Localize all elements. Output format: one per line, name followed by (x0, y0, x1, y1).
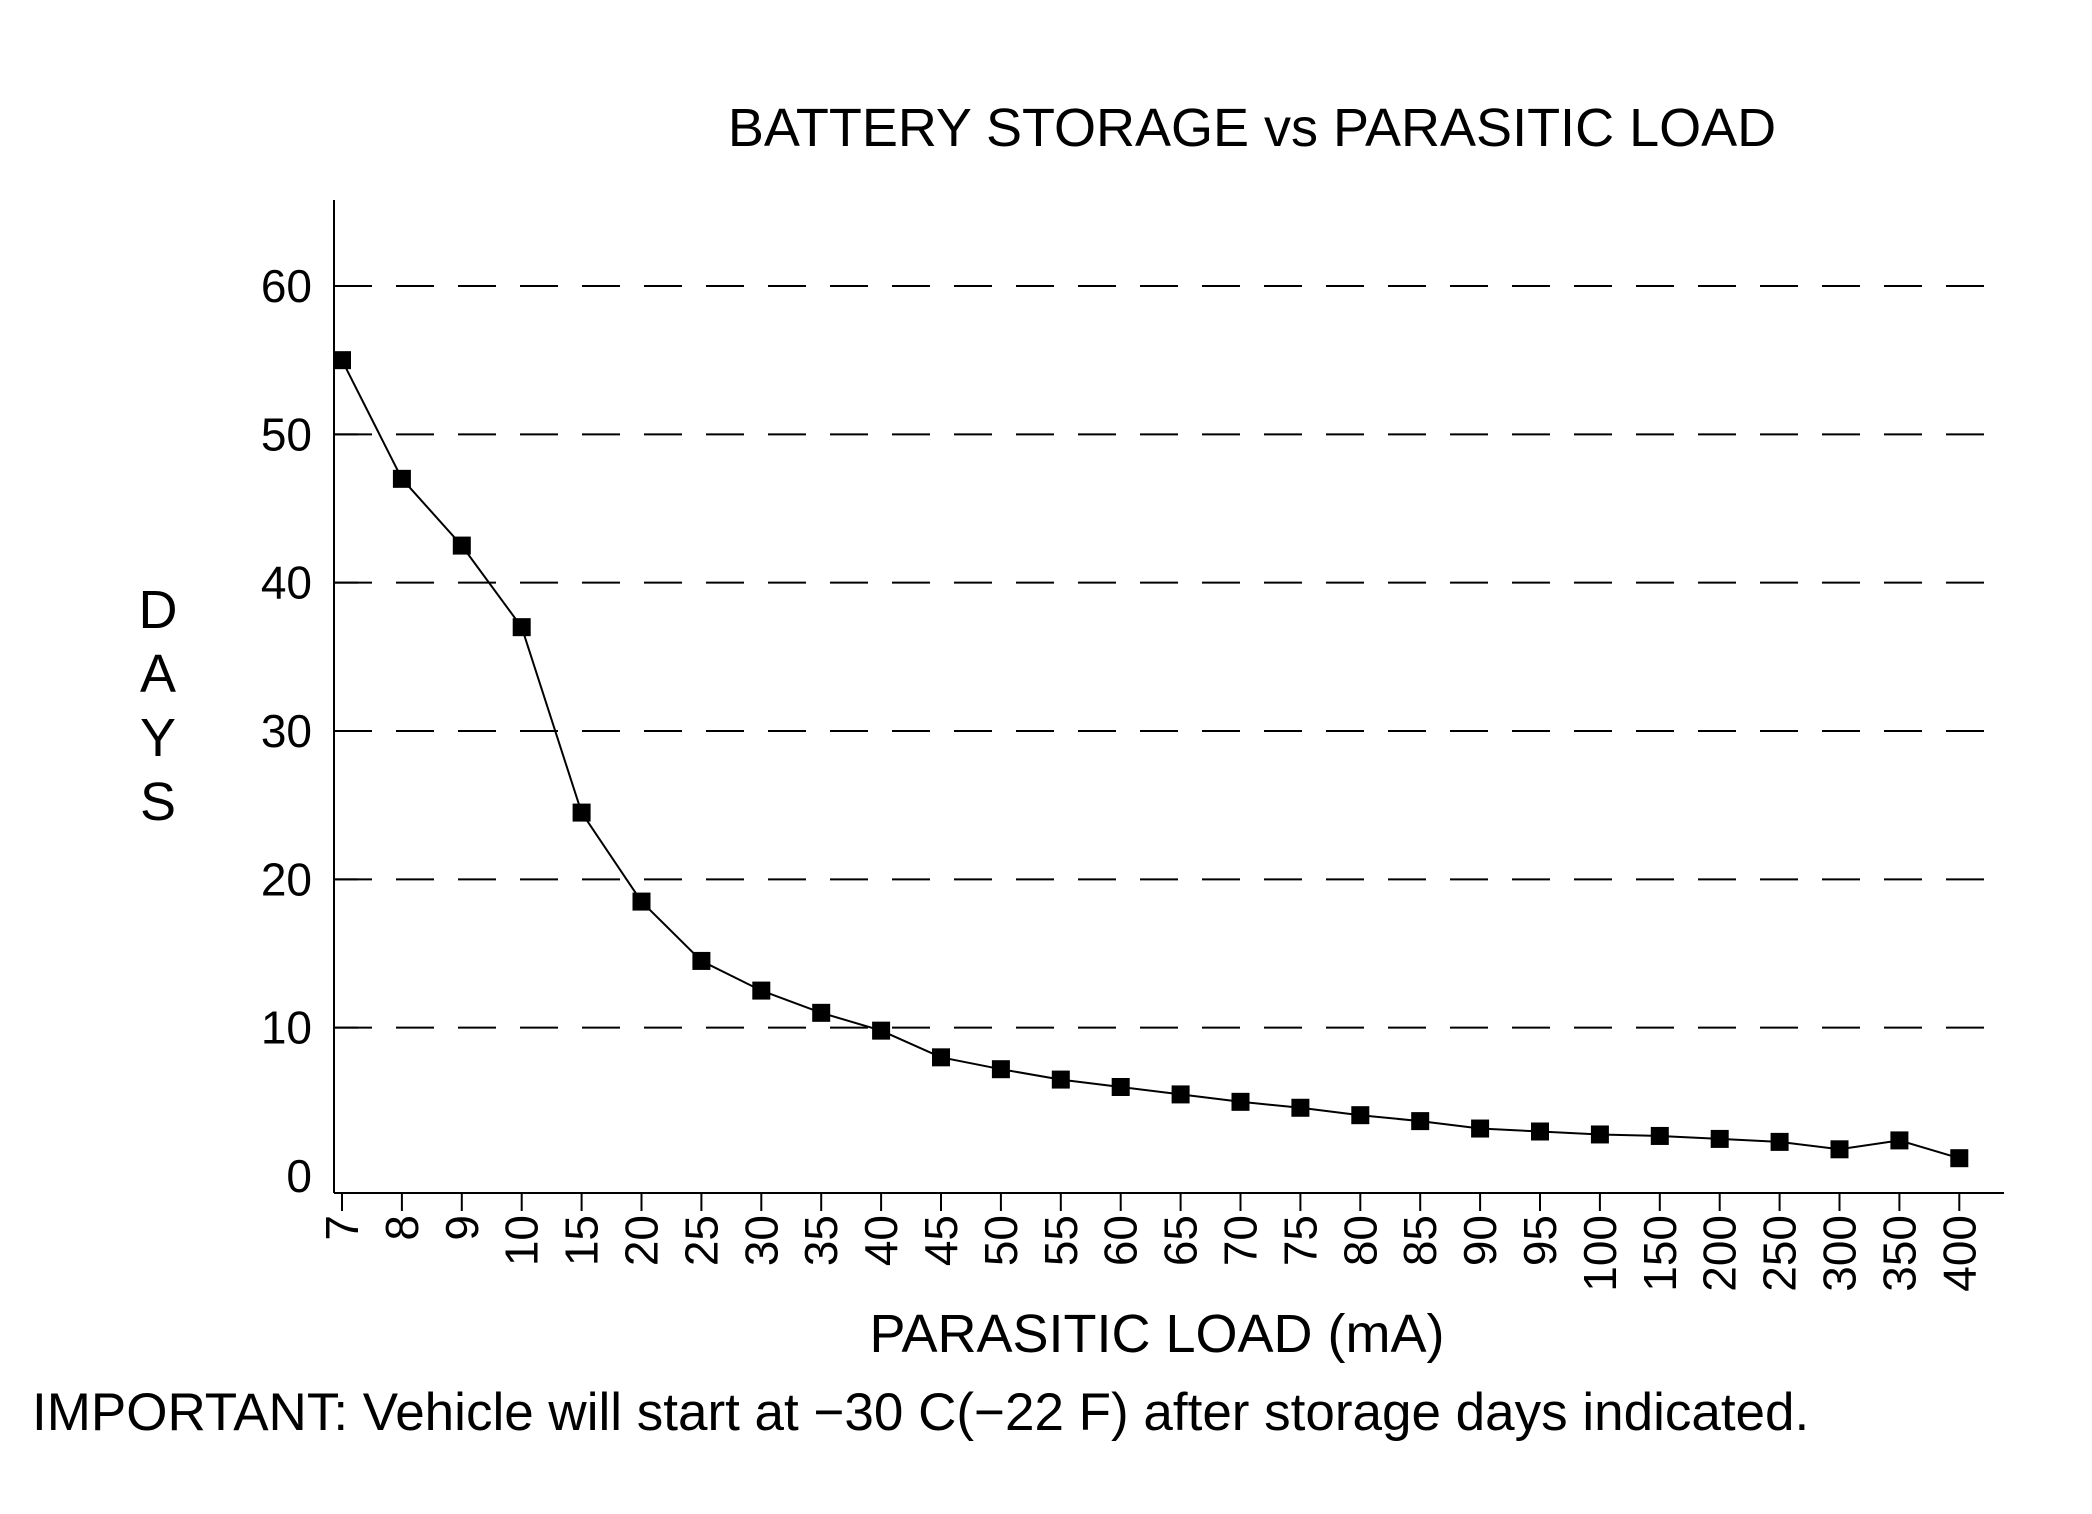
y-tick-label-40: 40 (261, 557, 312, 609)
x-tick-label-70: 70 (1215, 1215, 1267, 1266)
y-axis-label-letter: S (140, 772, 176, 832)
data-point-90 (1471, 1119, 1490, 1138)
data-point-55 (1051, 1070, 1070, 1089)
y-tick-label-60: 60 (261, 260, 312, 312)
data-point-9 (452, 536, 471, 555)
x-tick-label-9: 9 (436, 1215, 488, 1241)
data-point-7 (333, 351, 351, 370)
x-tick-label-200: 200 (1694, 1215, 1746, 1292)
axes (333, 200, 2004, 1194)
y-tick-label-0: 0 (286, 1150, 312, 1202)
y-tick-label-10: 10 (261, 1002, 312, 1054)
x-tick-label-300: 300 (1814, 1215, 1866, 1292)
y-tick-label-50: 50 (261, 408, 312, 460)
x-tick-label-45: 45 (915, 1215, 967, 1266)
series-line (341, 359, 1960, 1160)
x-tick-label-7: 7 (316, 1215, 368, 1241)
x-tick-label-35: 35 (795, 1215, 847, 1266)
x-tick-label-250: 250 (1754, 1215, 1806, 1292)
x-tick-label-20: 20 (616, 1215, 668, 1266)
x-tick-labels: 7 8 9 10 15 20 25 30 35 40 45 50 55 60 65 70 75 80 85 90 95 1… (316, 1193, 1985, 1292)
data-point-60 (1111, 1078, 1130, 1096)
x-tick-label-80: 80 (1334, 1215, 1386, 1266)
x-tick-label-350: 350 (1873, 1215, 1925, 1292)
data-point-50 (991, 1060, 1010, 1079)
data-point-100 (1590, 1125, 1609, 1144)
x-tick-label-30: 30 (735, 1215, 787, 1266)
data-point-40 (872, 1021, 891, 1040)
x-tick-label-10: 10 (496, 1215, 548, 1266)
x-tick-label-60: 60 (1095, 1215, 1147, 1266)
data-point-350 (1890, 1131, 1909, 1150)
x-tick-label-400: 400 (1933, 1215, 1985, 1292)
data-point-400 (1950, 1149, 1969, 1168)
data-point-70 (1231, 1092, 1250, 1111)
x-tick-label-90: 90 (1454, 1215, 1506, 1266)
data-point-30 (752, 981, 771, 1000)
x-tick-label-40: 40 (855, 1215, 907, 1266)
important-note: IMPORTANT: Vehicle will start at −30 C(−… (32, 1383, 1809, 1442)
data-point-150 (1650, 1126, 1669, 1145)
data-point-8 (392, 469, 411, 488)
chart-title: BATTERY STORAGE vs PARASITIC LOAD (728, 98, 1776, 158)
y-tick-label-20: 20 (261, 853, 312, 905)
x-tick-label-8: 8 (376, 1215, 428, 1241)
x-tick-label-85: 85 (1394, 1215, 1446, 1266)
data-point-15 (572, 803, 591, 822)
x-tick-label-100: 100 (1574, 1215, 1626, 1292)
x-tick-label-150: 150 (1634, 1215, 1686, 1292)
x-tick-label-75: 75 (1274, 1215, 1326, 1266)
y-tick-labels: 0 10 20 30 40 50 60 (261, 260, 312, 1202)
series-days (333, 351, 1969, 1168)
data-point-35 (812, 1003, 831, 1022)
data-point-25 (692, 951, 711, 970)
x-tick-label-55: 55 (1035, 1215, 1087, 1266)
data-point-20 (632, 892, 651, 911)
data-point-300 (1830, 1140, 1849, 1159)
x-tick-label-25: 25 (675, 1215, 727, 1266)
y-axis-label-letter: D (139, 580, 178, 640)
data-point-80 (1351, 1106, 1370, 1125)
x-tick-label-65: 65 (1155, 1215, 1207, 1266)
y-axis-label-letter: Y (140, 708, 176, 768)
data-point-85 (1411, 1112, 1430, 1131)
x-tick-label-15: 15 (556, 1215, 608, 1266)
x-tick-label-50: 50 (975, 1215, 1027, 1266)
data-point-10 (512, 618, 531, 637)
y-axis-label-letter: A (140, 644, 176, 704)
x-axis-label: PARASITIC LOAD (mA) (869, 1304, 1444, 1364)
gridlines (334, 285, 2004, 1029)
data-point-65 (1171, 1085, 1190, 1104)
data-point-95 (1531, 1122, 1549, 1141)
y-tick-label-30: 30 (261, 705, 312, 757)
x-tick-label-95: 95 (1514, 1215, 1566, 1266)
data-point-250 (1770, 1132, 1789, 1151)
data-point-45 (932, 1048, 950, 1067)
data-point-200 (1710, 1129, 1729, 1148)
data-point-75 (1291, 1098, 1310, 1117)
